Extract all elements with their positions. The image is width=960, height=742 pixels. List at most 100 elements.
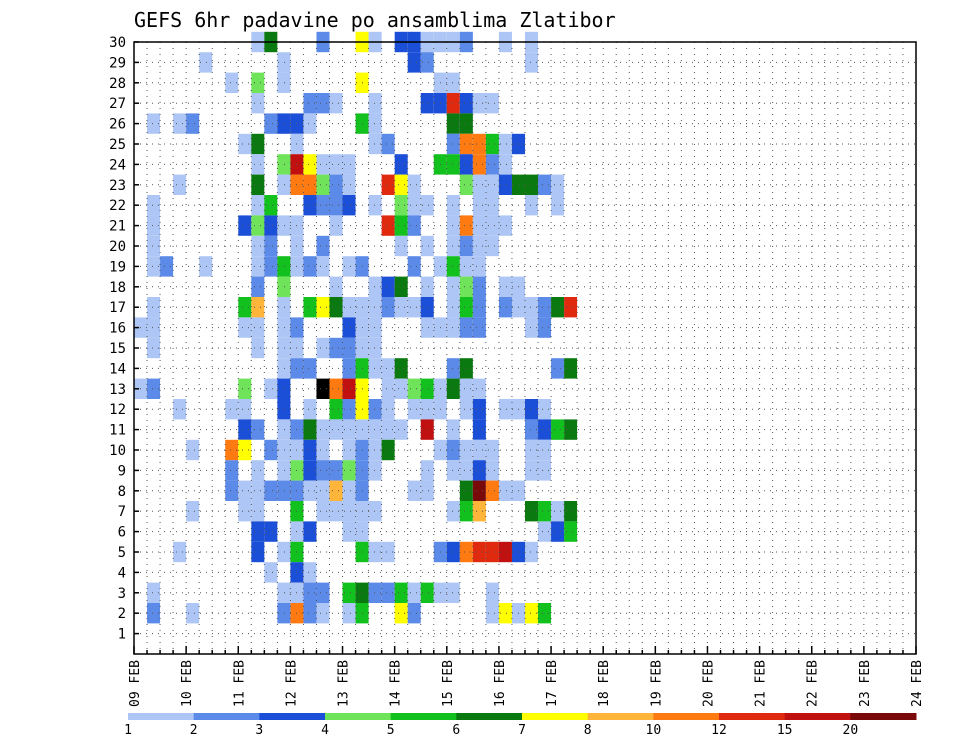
heatmap-cell bbox=[551, 419, 565, 440]
y-tick-label: 30 bbox=[109, 35, 126, 51]
heatmap-cell bbox=[420, 480, 434, 501]
heatmap-cell bbox=[498, 215, 512, 236]
heatmap-cell bbox=[485, 93, 499, 114]
colorbar-label: 1 bbox=[124, 723, 132, 738]
colorbar-label: 12 bbox=[711, 723, 727, 738]
y-tick-label: 5 bbox=[118, 545, 126, 561]
heatmap-cell bbox=[147, 337, 161, 359]
heatmap-cell bbox=[251, 154, 265, 175]
heatmap-cell bbox=[277, 52, 291, 73]
heatmap-cell bbox=[342, 480, 356, 501]
heatmap-cell bbox=[551, 195, 565, 216]
heatmap-cell bbox=[342, 378, 356, 399]
heatmap-cell bbox=[173, 174, 187, 195]
heatmap-cell bbox=[251, 480, 265, 501]
heatmap-cell bbox=[251, 195, 265, 216]
heatmap-cell bbox=[303, 358, 317, 379]
heatmap-cell bbox=[277, 480, 291, 501]
heatmap-cell bbox=[225, 399, 239, 420]
heatmap-cell bbox=[303, 154, 317, 175]
heatmap-cell bbox=[472, 256, 486, 277]
heatmap-cell bbox=[368, 358, 382, 379]
heatmap-cell bbox=[459, 480, 473, 501]
heatmap-cell bbox=[342, 154, 356, 175]
heatmap-cell bbox=[342, 419, 356, 440]
heatmap-cell bbox=[277, 317, 291, 338]
heatmap-cell bbox=[264, 113, 278, 134]
heatmap-cell bbox=[551, 297, 565, 318]
heatmap-cell bbox=[420, 93, 434, 114]
x-tick-label: 14 FEB bbox=[389, 660, 404, 707]
heatmap-cell bbox=[472, 93, 486, 114]
heatmap-cell bbox=[316, 195, 330, 216]
heatmap-cell bbox=[459, 378, 473, 399]
heatmap-cell bbox=[459, 297, 473, 318]
x-tick-label: 21 FEB bbox=[754, 660, 769, 707]
heatmap-cell bbox=[485, 480, 499, 501]
heatmap-cell bbox=[342, 195, 356, 216]
heatmap-cell bbox=[485, 603, 499, 624]
colorbar-segment bbox=[587, 713, 654, 720]
heatmap-cell bbox=[186, 113, 200, 134]
heatmap-cell bbox=[316, 603, 330, 624]
x-tick-label: 18 FEB bbox=[597, 660, 612, 707]
y-tick-label: 17 bbox=[109, 300, 126, 316]
heatmap-cell bbox=[147, 215, 161, 236]
heatmap-cell bbox=[459, 358, 473, 379]
heatmap-cell bbox=[485, 195, 499, 216]
heatmap-cell bbox=[394, 215, 408, 236]
heatmap-cell bbox=[420, 317, 434, 338]
heatmap-cell bbox=[277, 460, 291, 481]
colorbar-segment bbox=[850, 713, 917, 720]
heatmap-cell bbox=[342, 174, 356, 195]
x-axis: 09 FEB 10 FEB 11 FEB 12 FEB 13 FEB 14 FEB 15 F… bbox=[128, 646, 925, 707]
heatmap-cell bbox=[472, 399, 486, 420]
heatmap-cell bbox=[368, 276, 382, 297]
heatmap-cell bbox=[525, 52, 539, 73]
heatmap-cell bbox=[538, 501, 552, 522]
heatmap-cell bbox=[342, 256, 356, 277]
heatmap-cell bbox=[238, 419, 252, 440]
heatmap-cell bbox=[485, 439, 499, 461]
heatmap-cell bbox=[303, 582, 317, 603]
heatmap-cell bbox=[525, 317, 539, 338]
heatmap-cell bbox=[173, 399, 187, 420]
heatmap-cell bbox=[459, 317, 473, 338]
y-tick-label: 7 bbox=[118, 504, 126, 520]
colorbar-segment bbox=[325, 713, 392, 720]
heatmap-cell bbox=[407, 582, 421, 603]
heatmap-cell bbox=[472, 480, 486, 501]
heatmap-cell bbox=[225, 480, 239, 501]
heatmap-cell bbox=[368, 460, 382, 481]
heatmap-cell bbox=[303, 113, 317, 134]
heatmap-cell bbox=[381, 133, 395, 155]
heatmap-cell bbox=[459, 113, 473, 134]
heatmap-cell bbox=[420, 235, 434, 257]
heatmap-cell bbox=[564, 297, 578, 318]
heatmap-cell bbox=[251, 419, 265, 440]
heatmap-cell bbox=[381, 358, 395, 379]
heatmap-cell bbox=[251, 174, 265, 195]
heatmap-cell bbox=[538, 317, 552, 338]
heatmap-cell bbox=[407, 256, 421, 277]
heatmap-cell bbox=[420, 195, 434, 216]
heatmap-cell bbox=[551, 358, 565, 379]
heatmap-cell bbox=[485, 133, 499, 155]
heatmap-cell bbox=[329, 378, 343, 399]
heatmap-cell bbox=[368, 317, 382, 338]
heatmap-cell bbox=[459, 541, 473, 563]
colorbar-segment bbox=[390, 713, 457, 720]
heatmap-cell bbox=[238, 378, 252, 399]
heatmap-cell bbox=[238, 215, 252, 236]
heatmap-cell bbox=[277, 276, 291, 297]
colorbar-segment bbox=[719, 713, 786, 720]
heatmap-cell bbox=[264, 235, 278, 257]
x-tick-label: 13 FEB bbox=[337, 660, 352, 707]
heatmap-cell bbox=[459, 93, 473, 114]
heatmap-cell bbox=[538, 439, 552, 461]
colorbar-segment bbox=[653, 713, 720, 720]
heatmap-cell bbox=[251, 521, 265, 542]
heatmap-cell bbox=[381, 439, 395, 461]
heatmap-cell bbox=[420, 460, 434, 481]
